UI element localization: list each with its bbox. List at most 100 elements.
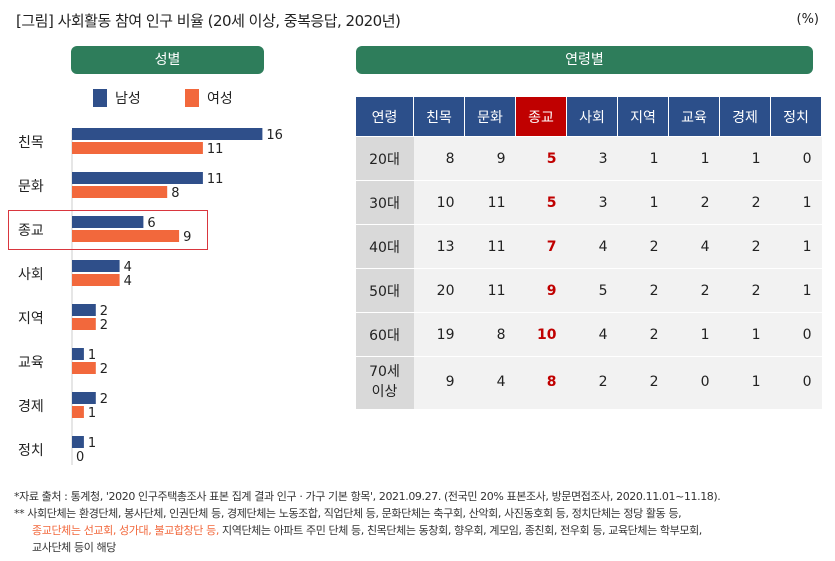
data-label: 4 xyxy=(124,260,132,275)
gender-panel-header: 성별 xyxy=(71,46,264,74)
bar-male xyxy=(72,392,96,404)
data-label: 11 xyxy=(207,172,224,187)
data-label: 1 xyxy=(88,406,96,421)
data-label: 2 xyxy=(100,362,108,377)
column-header: 연령 xyxy=(355,96,414,137)
value-cell: 3 xyxy=(566,180,618,225)
value-cell: 0 xyxy=(770,356,822,409)
value-cell: 2 xyxy=(566,356,618,409)
data-label: 6 xyxy=(147,216,155,231)
value-cell: 1 xyxy=(617,180,669,225)
column-header: 사회 xyxy=(566,96,618,137)
value-cell: 2 xyxy=(617,268,669,313)
female-swatch xyxy=(185,89,199,107)
bar-male xyxy=(72,216,144,228)
table-row: 20대 8 9 5 3 1 1 1 0 xyxy=(355,136,822,181)
value-cell: 3 xyxy=(566,136,618,181)
value-cell: 8 xyxy=(464,312,516,357)
table-row: 30대 10 11 5 3 1 2 2 1 xyxy=(355,180,822,225)
category-label: 사회 xyxy=(18,267,44,283)
value-cell: 20 xyxy=(413,268,465,313)
value-cell: 1 xyxy=(719,136,771,181)
value-cell: 13 xyxy=(413,224,465,269)
data-label: 1 xyxy=(88,348,96,363)
age-cell: 30대 xyxy=(355,180,414,225)
value-cell: 4 xyxy=(566,224,618,269)
data-label: 2 xyxy=(100,392,108,407)
bar-female xyxy=(72,274,120,286)
value-cell: 2 xyxy=(617,224,669,269)
value-cell: 19 xyxy=(413,312,465,357)
value-cell: 2 xyxy=(617,356,669,409)
value-cell: 5 xyxy=(515,136,567,181)
bar-female xyxy=(72,142,203,154)
value-cell: 2 xyxy=(668,268,720,313)
bar-male xyxy=(72,128,263,140)
data-label: 1 xyxy=(88,436,96,451)
figure-title: [그림] 사회활동 참여 인구 비율 (20세 이상, 중복응답, 2020년) xyxy=(16,12,401,30)
age-cell: 20대 xyxy=(355,136,414,181)
bar-female xyxy=(72,230,180,242)
source-note: *자료 출처 : 통계청, '2020 인구주택총조사 표본 집계 결과 인구 … xyxy=(14,490,721,503)
data-label: 16 xyxy=(266,128,283,143)
data-label: 8 xyxy=(171,186,179,201)
data-label: 11 xyxy=(207,142,224,157)
male-swatch xyxy=(93,89,107,107)
column-header: 경제 xyxy=(719,96,771,137)
age-table: 연령 친목 문화 종교 사회 지역 교육 경제 정치 20대 8 9 5 3 1 1 1 0 30대 10 11 5 3 1… xyxy=(355,96,822,409)
column-header: 정치 xyxy=(770,96,822,137)
value-cell: 1 xyxy=(668,312,720,357)
data-label: 2 xyxy=(100,304,108,319)
footnote-line: 교사단체 등이 해당 xyxy=(32,541,116,554)
data-label: 0 xyxy=(76,450,84,465)
religion-note: 종교단체는 선교회, 성가대, 불교합창단 등, xyxy=(32,524,219,537)
value-cell: 1 xyxy=(719,312,771,357)
footnotes: *자료 출처 : 통계청, '2020 인구주택총조사 표본 집계 결과 인구 … xyxy=(14,488,721,556)
column-header: 교육 xyxy=(668,96,720,137)
bar-female xyxy=(72,362,96,374)
value-cell: 10 xyxy=(515,312,567,357)
table-row: 70세 이상 9 4 8 2 2 0 1 0 xyxy=(355,356,822,409)
value-cell: 0 xyxy=(668,356,720,409)
value-cell: 5 xyxy=(566,268,618,313)
highlight-box-religion xyxy=(8,210,208,250)
value-cell: 4 xyxy=(566,312,618,357)
unit-label: (%) xyxy=(796,12,820,27)
category-label: 지역 xyxy=(18,311,44,327)
value-cell: 2 xyxy=(719,268,771,313)
value-cell: 1 xyxy=(770,224,822,269)
value-cell: 8 xyxy=(413,136,465,181)
category-label: 문화 xyxy=(18,179,44,195)
data-label: 2 xyxy=(100,318,108,333)
age-cell: 70세 이상 xyxy=(355,356,414,409)
table-row: 50대 20 11 9 5 2 2 2 1 xyxy=(355,268,822,313)
column-header: 종교 xyxy=(515,96,567,137)
value-cell: 2 xyxy=(719,224,771,269)
age-cell: 40대 xyxy=(355,224,414,269)
value-cell: 11 xyxy=(464,180,516,225)
value-cell: 10 xyxy=(413,180,465,225)
bar-male xyxy=(72,260,120,272)
bar-male xyxy=(72,436,84,448)
bar-male xyxy=(72,304,96,316)
value-cell: 2 xyxy=(719,180,771,225)
legend-label: 여성 xyxy=(207,91,233,107)
data-label: 4 xyxy=(124,274,132,289)
value-cell: 9 xyxy=(515,268,567,313)
category-label: 종교 xyxy=(18,223,44,239)
table-row: 40대 13 11 7 4 2 4 2 1 xyxy=(355,224,822,269)
age-cell: 50대 xyxy=(355,268,414,313)
bar-male xyxy=(72,348,84,360)
bar-female xyxy=(72,186,168,198)
column-header: 지역 xyxy=(617,96,669,137)
value-cell: 0 xyxy=(770,312,822,357)
bar-female xyxy=(72,318,96,330)
bar-male xyxy=(72,172,203,184)
table-row: 60대 19 8 10 4 2 1 1 0 xyxy=(355,312,822,357)
value-cell: 11 xyxy=(464,268,516,313)
value-cell: 4 xyxy=(668,224,720,269)
value-cell: 1 xyxy=(617,136,669,181)
value-cell: 8 xyxy=(515,356,567,409)
value-cell: 9 xyxy=(464,136,516,181)
